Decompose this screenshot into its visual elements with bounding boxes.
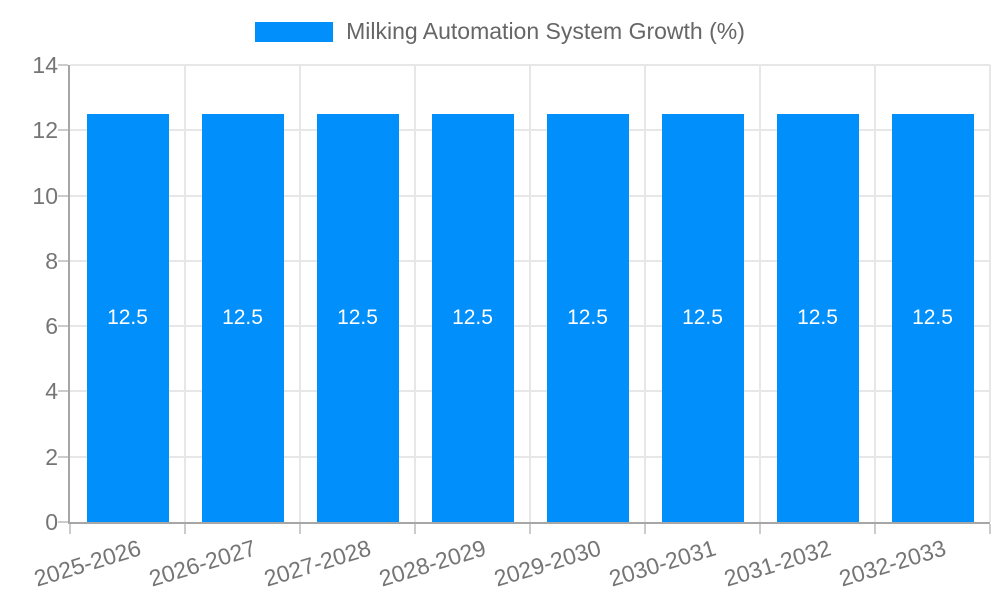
x-axis-tick [644,524,646,534]
x-axis-tick [414,524,416,534]
bar-2026-2027[interactable]: 12.5 [201,113,284,522]
bar-value-label: 12.5 [452,305,493,329]
y-axis-label: 2 [45,443,58,470]
y-axis-label: 12 [32,117,58,144]
y-axis-label: 14 [32,52,58,78]
y-axis-label: 6 [45,313,58,340]
gridline-vertical [414,65,416,522]
y-axis-tick [58,129,68,132]
x-axis-tick [69,524,71,534]
y-axis-tick [58,521,68,523]
bar-value-label: 12.5 [222,305,263,329]
x-axis-tick [874,524,876,534]
bar-value-label: 12.5 [107,305,148,329]
bar-value-label: 12.5 [337,305,378,329]
bar-2028-2029[interactable]: 12.5 [431,113,514,522]
gridline-vertical [759,65,761,522]
bar-2030-2031[interactable]: 12.5 [661,113,744,522]
gridline-vertical [184,65,186,522]
bar-2032-2033[interactable]: 12.5 [891,113,974,522]
bar-value-label: 12.5 [797,305,838,329]
gridline-vertical [644,65,646,522]
x-axis-tick [529,524,531,534]
gridline-vertical [874,65,876,522]
gridline-vertical [989,65,991,522]
y-axis-tick [58,325,68,328]
y-axis-tick [58,455,68,458]
bar-value-label: 12.5 [567,305,608,329]
gridline-vertical [299,65,301,522]
bar-2025-2026[interactable]: 12.5 [86,113,169,522]
legend-label: Milking Automation System Growth (%) [346,18,745,44]
y-axis-tick [58,194,68,197]
bar-2027-2028[interactable]: 12.5 [316,113,399,522]
x-axis-tick [989,524,991,534]
x-axis-tick [299,524,301,534]
bar-2029-2030[interactable]: 12.5 [546,113,629,522]
bar-value-label: 12.5 [912,305,953,329]
bar-2031-2032[interactable]: 12.5 [776,113,859,522]
y-axis-label: 0 [45,509,58,535]
legend-item[interactable]: Milking Automation System Growth (%) [0,18,1000,45]
plot-area: 0 2 4 6 8 10 12 14 12.5 2025-2026 12.5 2026-2027 12.… [31,52,991,592]
y-axis-tick [58,390,68,393]
y-axis-label: 10 [32,182,58,209]
x-axis-tick [184,524,186,534]
x-axis-tick [759,524,761,534]
y-axis-tick [58,64,68,66]
y-axis-tick [58,259,68,262]
legend-swatch [255,21,334,42]
y-axis-label: 4 [45,378,58,405]
bar-value-label: 12.5 [682,305,723,329]
y-axis-label: 8 [45,247,58,274]
gridline-vertical [529,65,531,522]
